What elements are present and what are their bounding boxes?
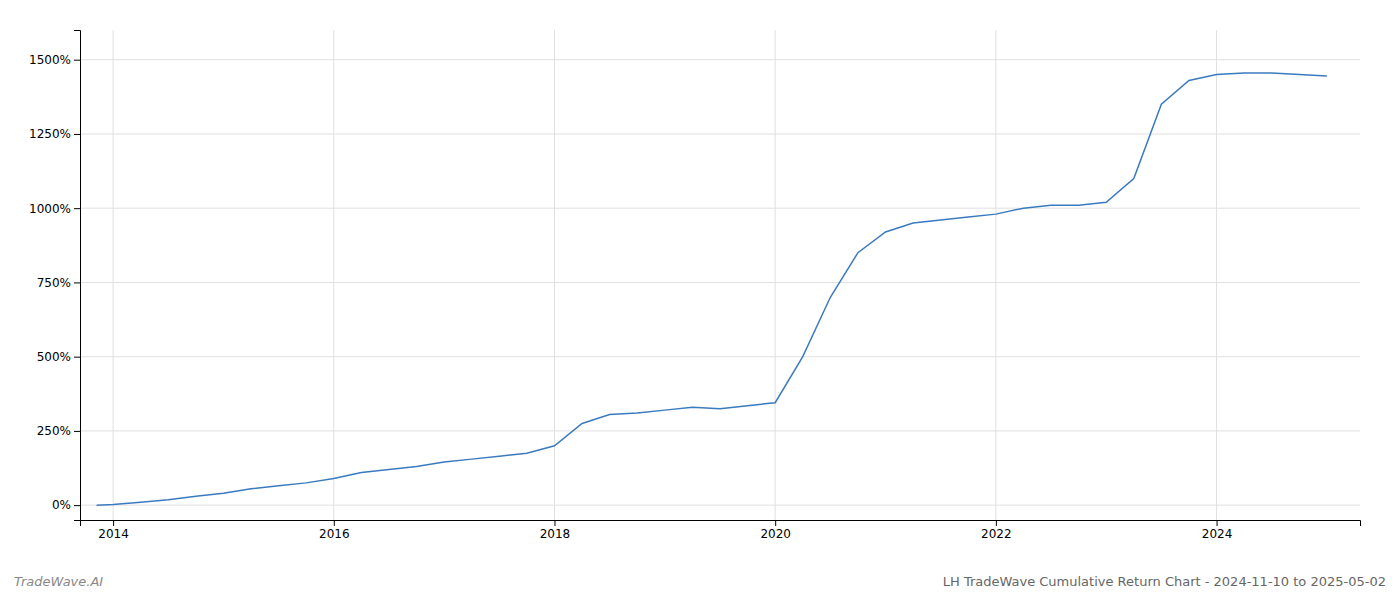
tick-label: 2018 [540, 527, 571, 541]
tick-label: 1500% [29, 53, 71, 67]
axis-line [81, 521, 1361, 527]
tick: 2014 [98, 520, 129, 541]
title: LH TradeWave Cumulative Return Chart - 2… [943, 574, 1386, 589]
tick-label: 2020 [760, 527, 791, 541]
tick: 250% [37, 424, 80, 438]
tick: 750% [37, 276, 80, 290]
tick-mark [74, 60, 80, 61]
grid-line-x [1216, 30, 1217, 520]
grid-line-y [80, 356, 1360, 357]
tick: 1000% [29, 202, 80, 216]
tick: 2022 [981, 520, 1012, 541]
tick-label: 0% [52, 498, 71, 512]
tick-label: 2016 [319, 527, 350, 541]
tick-mark [74, 505, 80, 506]
y-axis: 0% 250% 500% 750% 1000% 1250% 1500% [29, 31, 80, 521]
tick: 1250% [29, 127, 80, 141]
tick: 2016 [319, 520, 350, 541]
tick-mark [775, 520, 776, 526]
grid-line-y [80, 208, 1360, 209]
tick-mark [74, 357, 80, 358]
tick-mark [996, 520, 997, 526]
tick-mark [113, 520, 114, 526]
tick-label: 1000% [29, 202, 71, 216]
tick-mark [74, 282, 80, 283]
tick: 2018 [540, 520, 571, 541]
tick-label: 500% [37, 350, 71, 364]
tick: 0% [52, 498, 80, 512]
tick-label: 1250% [29, 127, 71, 141]
tick: 2024 [1202, 520, 1233, 541]
tick-mark [554, 520, 555, 526]
tick-label: 2014 [98, 527, 129, 541]
grid-line-x [333, 30, 334, 520]
watermark: TradeWave.AI [14, 574, 103, 589]
tick-label: 750% [37, 276, 71, 290]
tick-mark [334, 520, 335, 526]
plot-area [97, 73, 1327, 505]
tick-label: 250% [37, 424, 71, 438]
grid-line-y [80, 59, 1360, 60]
grid-line-x [113, 30, 114, 520]
tick-mark [1217, 520, 1218, 526]
tick-label: 2024 [1202, 527, 1233, 541]
tick-mark [74, 208, 80, 209]
grid-line-y [80, 133, 1360, 134]
grid-line-y [80, 505, 1360, 506]
tick: 2020 [760, 520, 791, 541]
grid-line-x [995, 30, 996, 520]
grid-line-y [80, 430, 1360, 431]
grid [80, 30, 1360, 520]
tick: 500% [37, 350, 80, 364]
line [97, 73, 1327, 505]
axis-line [74, 31, 81, 521]
chart: 2014 2016 2018 2020 2022 2024 0% 250% 500% 750% 10… [0, 0, 1400, 600]
tick-mark [74, 134, 80, 135]
tick: 1500% [29, 53, 80, 67]
tick-label: 2022 [981, 527, 1012, 541]
x-axis: 2014 2016 2018 2020 2022 2024 [81, 520, 1361, 541]
tick-mark [74, 431, 80, 432]
grid-line-y [80, 282, 1360, 283]
grid-line-x [775, 30, 776, 520]
